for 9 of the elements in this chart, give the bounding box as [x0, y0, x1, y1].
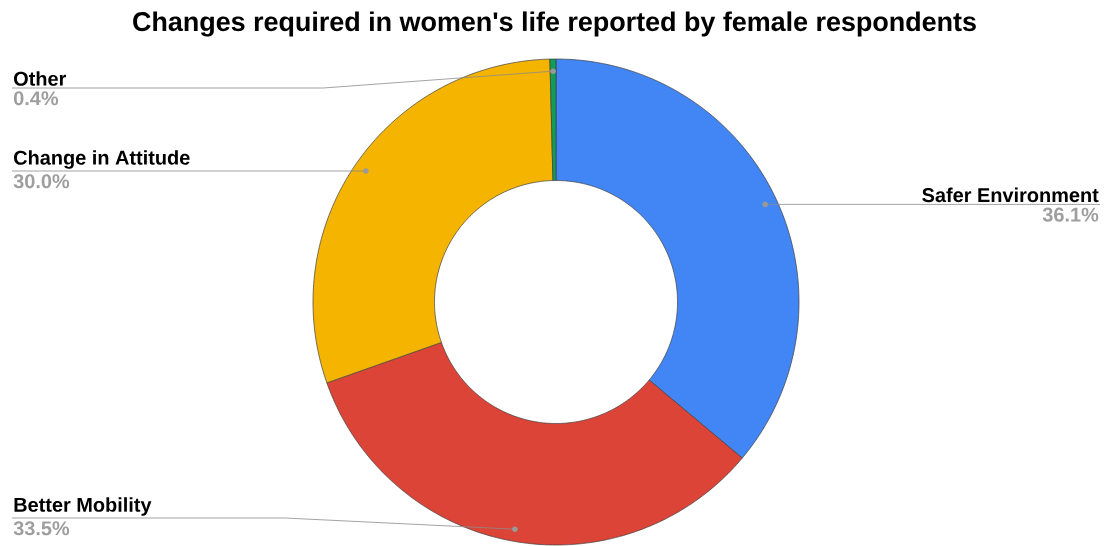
- data-label: 0.4%: [13, 91, 59, 106]
- data-label: 30.0%: [13, 174, 70, 189]
- slice-label: Safer Environment: [922, 187, 1099, 203]
- slice-label: Change in Attitude: [14, 150, 190, 169]
- chart-title: Changes required in women's life reported by female respondents: [133, 11, 976, 37]
- slice-label: Better Mobility: [14, 497, 152, 516]
- slice-label: Other: [14, 71, 67, 86]
- data-label: 33.5%: [13, 521, 70, 536]
- data-label: 36.1%: [1042, 207, 1099, 222]
